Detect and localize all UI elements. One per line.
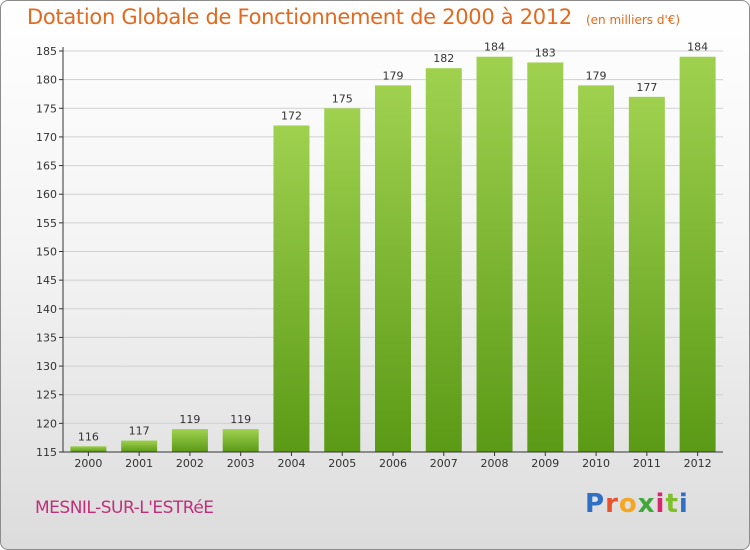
axes: 115 120 125 130 135 140 145 150 155 160 165 170 175 1… [36, 45, 723, 470]
x-tick-label: 2010 [582, 457, 610, 470]
x-tick-label: 2011 [633, 457, 661, 470]
logo-letter: P [585, 489, 606, 519]
x-tick-label: 2005 [328, 457, 356, 470]
title-row: Dotation Globale de Fonctionnement de 20… [27, 5, 680, 29]
y-tick-label: 145 [36, 274, 57, 287]
x-tick-label: 2003 [227, 457, 255, 470]
logo-letter: i [678, 489, 689, 519]
bar-2008 [476, 56, 513, 452]
y-tick-label: 175 [36, 102, 57, 115]
bar-value-label: 177 [636, 81, 657, 94]
bar-value-label: 172 [281, 109, 302, 122]
bar-2003 [222, 429, 259, 452]
y-tick-label: 140 [36, 303, 57, 316]
bar-value-label: 184 [484, 41, 505, 54]
y-tick-label: 130 [36, 360, 57, 373]
y-tick-label: 165 [36, 160, 57, 173]
logo-letter: i [655, 489, 666, 519]
chart-title: Dotation Globale de Fonctionnement de 20… [27, 5, 572, 29]
bar-value-label: 117 [129, 425, 150, 438]
bar-value-label: 119 [230, 413, 251, 426]
bar-value-label: 116 [78, 430, 99, 443]
x-tick-label: 2009 [531, 457, 559, 470]
y-tick-label: 115 [36, 446, 57, 459]
bars: 116 117 119 119 172 175 179 182 184 183 179 177 184 [70, 41, 716, 453]
bar-value-label: 182 [433, 52, 454, 65]
bar-2010 [578, 85, 615, 452]
bar-2002 [171, 429, 208, 452]
bar-2006 [375, 85, 411, 452]
x-tick-label: 2012 [684, 457, 712, 470]
bar-2012 [679, 56, 716, 452]
bar-2000 [70, 446, 107, 452]
bar-value-label: 184 [687, 41, 708, 54]
x-tick-label: 2006 [379, 457, 407, 470]
bar-2011 [628, 96, 665, 452]
bar-2004 [273, 125, 310, 452]
y-tick-label: 155 [36, 217, 57, 230]
commune-name: MESNIL-SUR-L'ESTRéE [35, 498, 214, 518]
y-tick-label: 180 [36, 74, 57, 87]
x-tick-label: 2000 [74, 457, 102, 470]
logo-letter: t [665, 489, 679, 519]
y-tick-label: 170 [36, 131, 57, 144]
bar-2007 [425, 68, 462, 452]
logo-letter: r [605, 489, 619, 519]
x-tick-label: 2002 [176, 457, 204, 470]
y-tick-label: 150 [36, 246, 57, 259]
x-tick-label: 2004 [277, 457, 305, 470]
bar-2001 [121, 440, 158, 452]
bar-value-label: 119 [179, 413, 200, 426]
y-tick-label: 125 [36, 389, 57, 402]
bar-value-label: 179 [383, 69, 404, 82]
bar-2005 [324, 108, 361, 453]
logo-letter: x [637, 489, 656, 519]
y-tick-label: 185 [36, 45, 57, 58]
x-tick-label: 2007 [430, 457, 458, 470]
bar-value-label: 179 [586, 69, 607, 82]
y-tick-label: 135 [36, 331, 57, 344]
x-tick-label: 2001 [125, 457, 153, 470]
logo-letter: o [618, 489, 638, 519]
proxiti-logo: Proxiti [585, 489, 689, 519]
bar-2009 [527, 62, 564, 452]
x-tick-label: 2008 [481, 457, 509, 470]
bar-value-label: 175 [332, 92, 353, 105]
unit-note: (en milliers d'€) [585, 13, 681, 27]
bar-value-label: 183 [535, 46, 556, 59]
y-tick-label: 160 [36, 188, 57, 201]
y-tick-label: 120 [36, 417, 57, 430]
